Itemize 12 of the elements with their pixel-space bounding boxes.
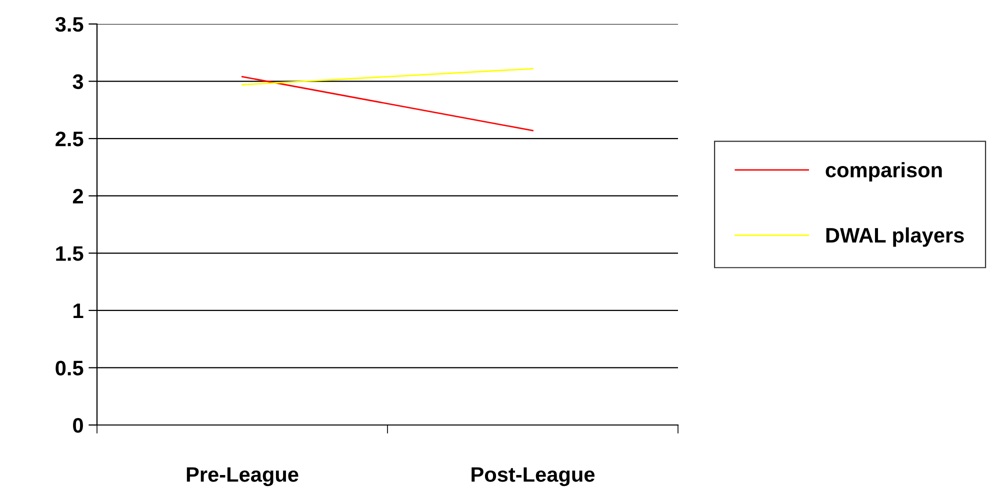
y-tick-label: 2.5: [56, 132, 84, 146]
legend-label: DWAL players: [826, 227, 964, 247]
x-tick-label: Pre-League: [186, 467, 298, 486]
y-tick-label: 3: [72, 74, 84, 90]
y-tick-label: 3.5: [55, 17, 84, 32]
y-tick-label: 0: [73, 418, 83, 433]
y-tick-label: 2: [72, 188, 83, 204]
legend-label: comparison: [826, 162, 942, 182]
y-tick-label: 1.5: [56, 246, 84, 261]
y-tick-label: 0.5: [56, 360, 84, 376]
x-tick-label: Post-League: [472, 467, 595, 486]
y-tick-label: 1: [74, 304, 84, 318]
